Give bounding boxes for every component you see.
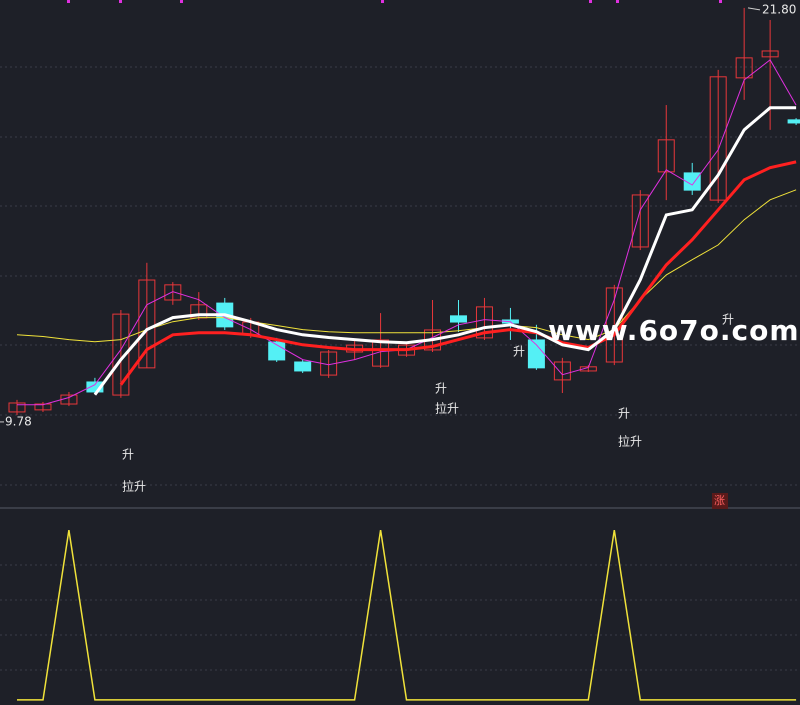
- dot: [180, 0, 183, 3]
- candle-body: [268, 341, 286, 361]
- candle-body: [372, 339, 390, 367]
- candle-body: [735, 57, 753, 79]
- price-mark-label: 9.78: [5, 414, 32, 428]
- price-mark-label: 21.80: [762, 2, 796, 16]
- series-line: [119, 160, 797, 386]
- annotation: 升: [513, 345, 525, 359]
- series-line: [93, 106, 797, 396]
- annotation: 升: [435, 382, 447, 396]
- price-mark-arrow: [747, 7, 761, 11]
- candle-body: [553, 361, 571, 381]
- dot: [719, 0, 722, 3]
- dot: [381, 0, 384, 3]
- candle-body: [449, 315, 467, 323]
- dot: [589, 0, 592, 3]
- candle-body: [475, 306, 493, 339]
- candle-body: [112, 313, 130, 396]
- candle-body: [86, 381, 104, 393]
- annotation: 拉升: [618, 434, 642, 449]
- candles: [8, 7, 800, 416]
- annotation: 涨: [714, 494, 725, 507]
- candle-body: [709, 76, 727, 201]
- candle-body: [164, 284, 182, 301]
- candle-body: [294, 361, 312, 372]
- top-dots: [67, 0, 722, 3]
- annotation-box: [712, 493, 728, 509]
- annotation: 拉升: [122, 479, 146, 494]
- annotation: 升: [618, 407, 630, 421]
- annotation: 拉升: [435, 401, 459, 416]
- candle-body: [8, 402, 26, 413]
- dot: [67, 0, 70, 3]
- candle-body: [631, 194, 649, 248]
- candle-body: [657, 139, 675, 173]
- dot: [119, 0, 122, 3]
- annotation: 升: [122, 448, 134, 462]
- annotation: 升: [722, 313, 734, 327]
- candle-body: [138, 279, 156, 369]
- candle-body: [761, 50, 779, 58]
- candle-body: [683, 172, 701, 191]
- watermark: www.6o7o.com: [548, 314, 800, 347]
- series-line: [17, 529, 797, 701]
- candle-body: [787, 119, 800, 124]
- candle-body: [34, 403, 52, 411]
- dot: [616, 0, 619, 3]
